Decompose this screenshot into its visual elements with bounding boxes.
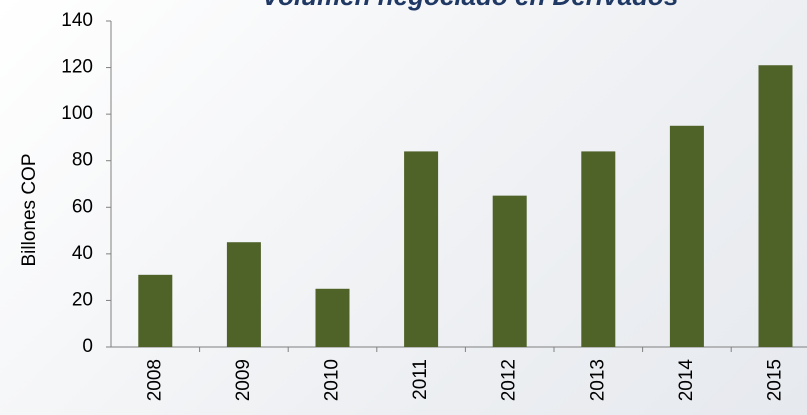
x-tick-label: 2015 [765, 359, 786, 401]
bar [404, 151, 439, 347]
x-tick-label: 2012 [499, 359, 520, 401]
y-tick-label: 120 [61, 57, 93, 78]
bar [492, 195, 527, 347]
bar [758, 65, 793, 347]
bar [315, 288, 350, 347]
y-tick-label: 20 [72, 289, 93, 310]
x-tick-label: 2010 [322, 359, 343, 401]
y-tick-label: 140 [61, 10, 93, 31]
chart-title: Volumen negociado en Derivados [262, 0, 679, 11]
y-tick-label: 100 [61, 103, 93, 124]
y-tick-label: 80 [72, 150, 93, 171]
x-tick-label: 2014 [676, 359, 697, 402]
x-tick-label: 2011 [410, 359, 431, 400]
y-tick-label: 0 [82, 336, 93, 357]
x-tick-label: 2008 [144, 359, 165, 401]
y-axis-label: Billones COP [19, 154, 40, 267]
bar [581, 151, 616, 347]
bar [138, 274, 173, 347]
y-tick-label: 60 [72, 196, 93, 217]
y-tick-label: 40 [72, 243, 93, 264]
bar [226, 242, 261, 347]
x-tick-label: 2009 [233, 359, 254, 401]
x-tick-label: 2013 [587, 359, 608, 401]
bar [669, 125, 704, 348]
